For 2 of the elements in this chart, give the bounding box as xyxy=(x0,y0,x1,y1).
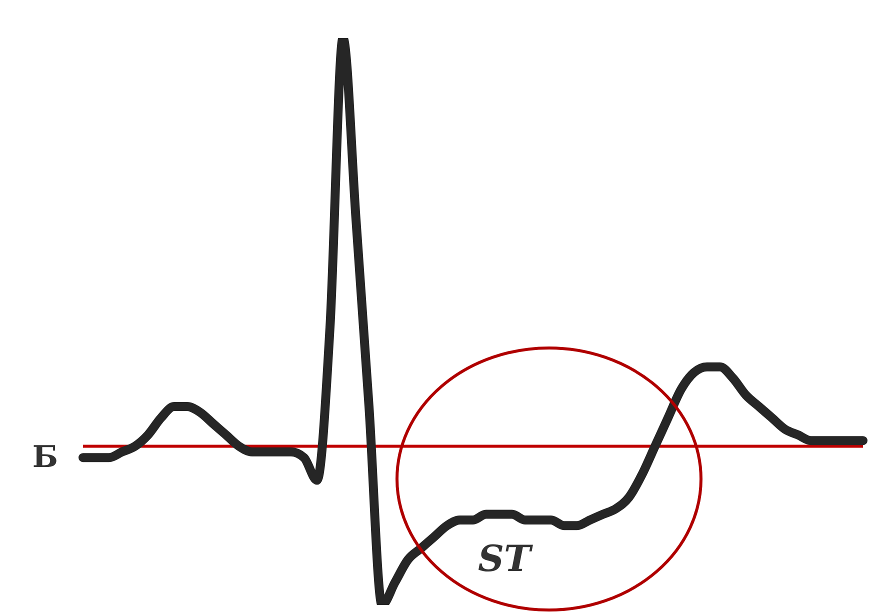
annotation: ST xyxy=(478,538,531,580)
ref-line-label: Б xyxy=(32,440,58,475)
